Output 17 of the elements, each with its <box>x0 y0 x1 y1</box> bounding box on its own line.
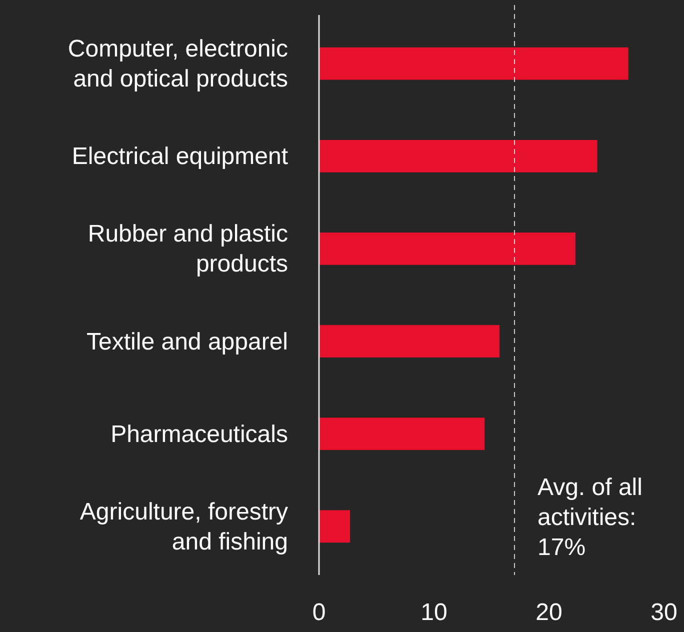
bar <box>319 325 500 358</box>
y-tick-label: Electrical equipment <box>72 143 288 170</box>
bar <box>319 418 485 450</box>
y-tick-label: Rubber and plastic products <box>88 220 288 278</box>
y-tick-label: Textile and apparel <box>86 328 288 356</box>
ref-line-label: Avg. of all activities: 17% <box>538 474 642 561</box>
x-tick-label: 0 <box>312 599 326 626</box>
x-tick-label: 20 <box>536 599 562 626</box>
y-tick-label: Pharmaceuticals <box>110 420 288 448</box>
y-tick-label: Computer, electronic and optical products <box>68 36 288 93</box>
bar <box>319 510 350 543</box>
bar <box>319 232 576 265</box>
bar <box>319 47 628 80</box>
y-tick-label: Agriculture, forestry and fishing <box>80 498 288 556</box>
bar <box>319 140 598 172</box>
x-tick-label: 10 <box>420 599 448 626</box>
x-tick-label: 30 <box>650 599 678 626</box>
